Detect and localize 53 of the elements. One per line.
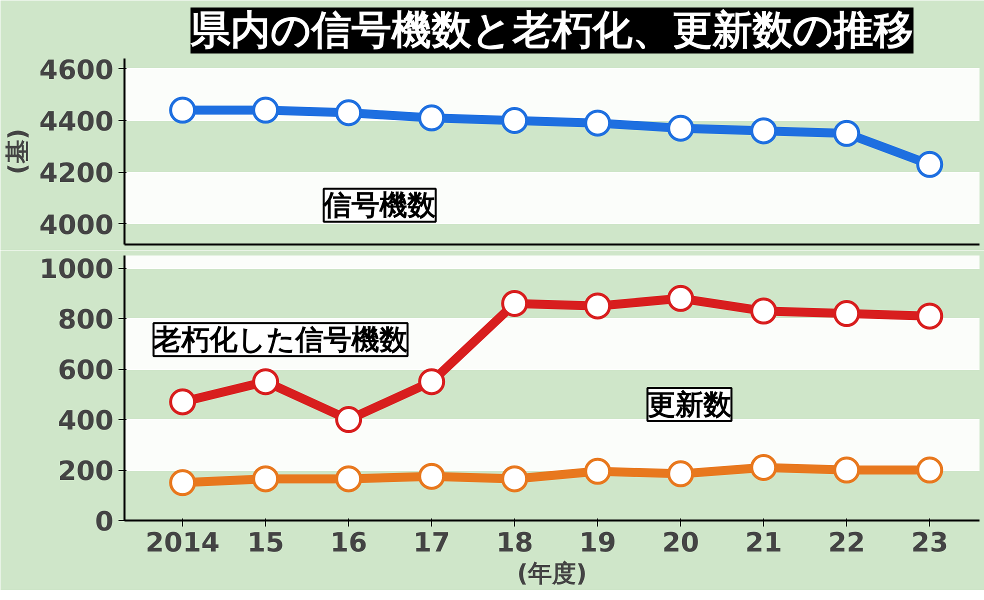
point [418, 368, 446, 396]
point [750, 298, 778, 324]
x-tick-label: 16 [330, 528, 368, 558]
x-tick-label: 22 [828, 528, 866, 558]
point [418, 462, 446, 490]
x-tick-label: 21 [745, 528, 782, 558]
point [750, 117, 778, 144]
point [667, 114, 694, 142]
x-tick-label: 23 [911, 528, 948, 558]
x-axis-title: (年度) [517, 560, 587, 588]
y-tick-label: 4400 [39, 106, 114, 138]
x-tick-label: 15 [247, 528, 284, 558]
y-tick-label: 0 [94, 506, 114, 538]
point [501, 290, 528, 317]
point [667, 284, 694, 312]
point [169, 96, 196, 124]
y-tick-label: 4600 [39, 54, 114, 86]
y-tick-label: 800 [58, 304, 114, 336]
x-tick-label: 18 [496, 528, 534, 558]
point [584, 458, 612, 485]
point [335, 99, 362, 126]
point [501, 465, 528, 492]
point [833, 300, 860, 328]
y-tick-label: 4000 [39, 210, 114, 241]
point [252, 465, 280, 492]
point [501, 107, 528, 134]
point [833, 456, 860, 484]
point [335, 465, 362, 492]
point [584, 292, 612, 320]
point [252, 96, 280, 124]
point [418, 104, 446, 132]
y-tick-label: 400 [58, 406, 114, 437]
point [169, 388, 196, 416]
x-tick-label: 2014 [146, 528, 220, 558]
y-tick-label: 4200 [39, 158, 114, 190]
point [833, 120, 860, 147]
point [584, 110, 612, 137]
point [335, 406, 362, 434]
y-tick-label: 200 [58, 456, 114, 488]
x-tick-label: 19 [579, 528, 616, 558]
point [916, 302, 944, 330]
point [169, 469, 196, 496]
y-axis-title: (基) [3, 128, 32, 174]
chart-title: 県内の信号機数と老朽化、更新数の推移 [190, 8, 914, 54]
point [750, 454, 778, 481]
point [916, 150, 944, 178]
point [916, 456, 944, 484]
y-tick-label: 600 [58, 355, 114, 386]
point [252, 368, 280, 396]
point [667, 460, 694, 488]
y-tick-label: 1000 [39, 254, 114, 286]
x-tick-label: 20 [662, 528, 700, 558]
x-tick-label: 17 [413, 528, 450, 558]
